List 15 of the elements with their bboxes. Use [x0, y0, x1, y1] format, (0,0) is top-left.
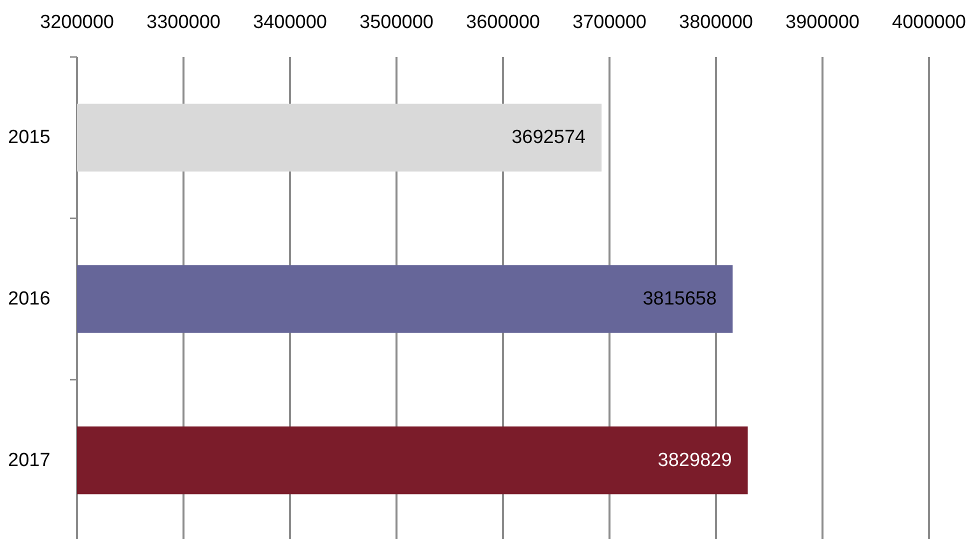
x-tick-label: 3600000 [466, 12, 540, 33]
y-tick-label: 2016 [8, 288, 50, 310]
x-tick-label: 3800000 [679, 12, 753, 33]
data-label: 3815658 [642, 288, 717, 310]
data-label: 3692574 [512, 127, 586, 148]
y-tick-label: 2017 [8, 450, 50, 471]
x-tick-label: 3300000 [146, 12, 220, 33]
x-tick-label: 4000000 [892, 12, 966, 33]
x-tick-label: 3500000 [360, 12, 434, 33]
x-tick-label: 3400000 [253, 12, 327, 33]
y-tick-label: 2015 [8, 127, 50, 148]
x-tick-label: 3700000 [572, 12, 646, 33]
x-tick-label: 3900000 [786, 12, 860, 33]
data-label: 3829829 [658, 450, 732, 471]
x-tick-label: 3200000 [40, 12, 114, 33]
